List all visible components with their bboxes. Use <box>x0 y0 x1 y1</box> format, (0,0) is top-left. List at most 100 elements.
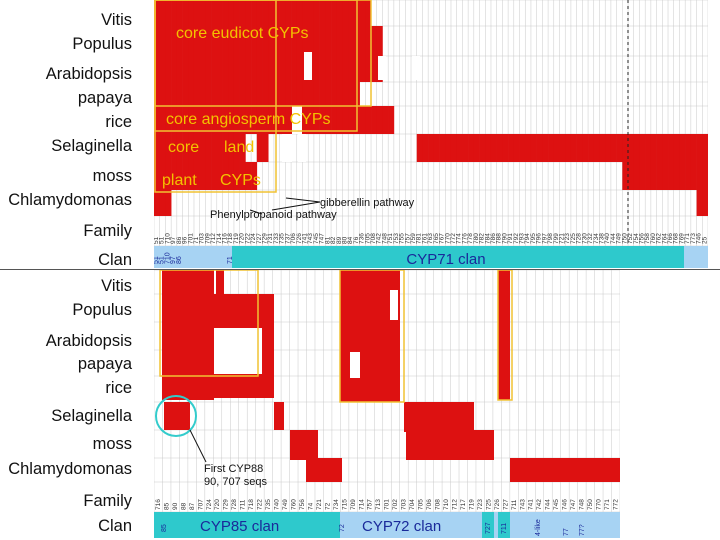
presence-cell <box>211 56 218 82</box>
presence-cell <box>222 162 229 190</box>
presence-cell <box>628 162 635 190</box>
family-label: 767 <box>439 233 446 244</box>
presence-cell <box>165 0 172 26</box>
presence-cell <box>159 162 166 190</box>
presence-cell <box>205 82 212 106</box>
family-label: 799 <box>553 233 560 244</box>
family-label: 712 <box>451 499 458 510</box>
presence-cell <box>673 162 680 190</box>
family-label: 51 <box>159 236 166 244</box>
presence-cell <box>279 26 286 56</box>
presence-cell <box>645 162 652 190</box>
moss-block-1 <box>290 430 318 460</box>
family-label: 51 <box>154 236 160 244</box>
presence-cell <box>159 82 166 106</box>
presence-cell <box>342 56 349 82</box>
presence-cell <box>285 56 292 82</box>
family-label: 780 <box>473 233 480 244</box>
presence-cell <box>536 134 543 162</box>
presence-cell <box>342 106 349 134</box>
cyp85-small <box>216 270 224 296</box>
presence-cell <box>319 82 326 106</box>
presence-cell <box>331 82 338 106</box>
presence-cell <box>159 134 166 162</box>
presence-cell <box>359 106 366 134</box>
presence-cell <box>165 162 172 190</box>
presence-cell <box>542 134 549 162</box>
presence-cell <box>376 106 383 134</box>
presence-cell <box>199 134 206 162</box>
presence-cell <box>331 26 338 56</box>
presence-cell <box>473 134 480 162</box>
presence-cell <box>251 56 258 82</box>
presence-cell <box>176 0 183 26</box>
presence-cell <box>159 106 166 134</box>
clan-small-label: 97 <box>170 256 177 264</box>
presence-cell <box>171 56 178 82</box>
family-label: 84 <box>347 236 354 244</box>
presence-cell <box>302 26 309 56</box>
core-land-box <box>154 0 277 193</box>
presence-cell <box>439 134 446 162</box>
presence-cell <box>222 26 229 56</box>
presence-cell <box>622 134 629 162</box>
presence-cell <box>553 134 560 162</box>
presence-cell <box>216 56 223 82</box>
row-label-papaya-bottom: papaya <box>77 355 132 373</box>
family-label: 728 <box>231 499 238 510</box>
presence-cell <box>285 26 292 56</box>
gibberellin-pointer <box>285 197 321 203</box>
clan-small-label: 710 <box>164 252 171 264</box>
chlamy-block-1 <box>306 458 342 482</box>
presence-cell <box>228 82 235 106</box>
presence-cell <box>273 82 280 106</box>
presence-cell <box>182 82 189 106</box>
presence-cell <box>176 134 183 162</box>
presence-cell <box>228 162 235 190</box>
family-label: 771 <box>604 499 611 510</box>
bottom-clan-small-77: 77 <box>563 528 570 536</box>
presence-cell <box>154 134 161 162</box>
presence-cell <box>565 134 572 162</box>
row-label-arabidopsis-bottom: Arabidopsis <box>45 332 132 350</box>
presence-cell <box>445 134 452 162</box>
family-label: 743 <box>519 499 526 510</box>
family-label: 757 <box>367 499 374 510</box>
presence-cell <box>456 134 463 162</box>
cyp72-gap <box>350 352 360 378</box>
presence-cell <box>239 162 246 190</box>
presence-cell <box>279 106 286 134</box>
row-label-vitis-top: Vitis <box>101 11 132 29</box>
phenylpropanoid-pointer <box>249 209 263 215</box>
presence-cell <box>182 56 189 82</box>
family-label: 88 <box>180 502 187 510</box>
presence-cell <box>262 0 269 26</box>
family-label: 762 <box>656 233 663 244</box>
family-label: 726 <box>494 499 501 510</box>
presence-cell <box>291 56 298 82</box>
top-matrix: 5151710978696701717037097127147167187197… <box>154 0 708 268</box>
presence-cell <box>268 0 275 26</box>
presence-cell <box>188 0 195 26</box>
family-label: 743 <box>307 233 314 244</box>
family-label: 748 <box>381 233 388 244</box>
cyp71-clan-title: CYP71 clan <box>406 251 485 268</box>
family-label: 719 <box>233 233 240 244</box>
family-label: 772 <box>450 233 457 244</box>
family-label: 702 <box>392 499 399 510</box>
presence-cell <box>228 106 235 134</box>
row-label-arabidopsis-top: Arabidopsis <box>45 65 132 83</box>
family-label: 706 <box>290 233 297 244</box>
presence-cell <box>171 26 178 56</box>
family-label: 732 <box>587 233 594 244</box>
presence-cell <box>199 0 206 26</box>
phenylpropanoid-label: Phenylpropanoid pathway <box>210 209 337 221</box>
presence-cell <box>650 162 657 190</box>
presence-cell <box>222 134 229 162</box>
presence-cell <box>525 134 532 162</box>
presence-cell <box>154 162 161 190</box>
presence-cell <box>211 134 218 162</box>
presence-cell <box>268 26 275 56</box>
presence-cell <box>154 190 161 216</box>
